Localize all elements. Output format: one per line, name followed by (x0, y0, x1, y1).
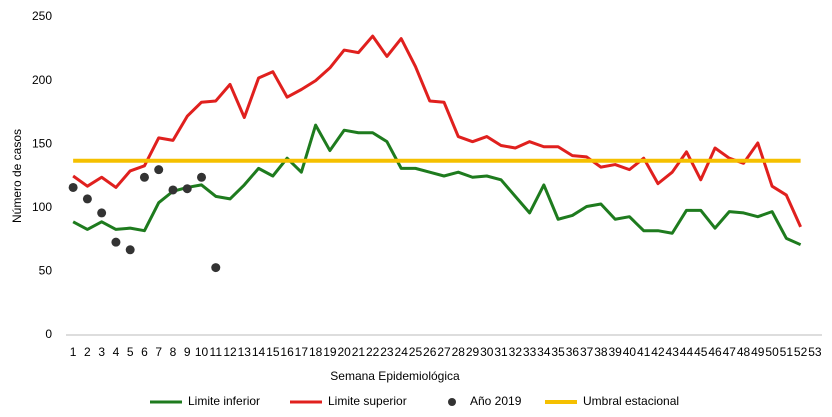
x-tick-label: 20 (337, 345, 351, 359)
x-tick-label: 23 (380, 345, 394, 359)
legend-label: Año 2019 (470, 394, 522, 408)
x-tick-label: 29 (466, 345, 480, 359)
x-tick-label: 6 (141, 345, 148, 359)
x-tick-label: 32 (509, 345, 523, 359)
x-tick-label: 48 (737, 345, 751, 359)
x-tick-label: 34 (537, 345, 551, 359)
x-tick-label: 19 (323, 345, 337, 359)
x-tick-label: 28 (452, 345, 466, 359)
x-tick-label: 1 (70, 345, 77, 359)
x-tick-label: 30 (480, 345, 494, 359)
x-tick-label: 38 (594, 345, 608, 359)
data-point (211, 263, 221, 273)
x-tick-label: 31 (494, 345, 508, 359)
data-point (168, 185, 178, 195)
x-tick-label: 3 (98, 345, 105, 359)
x-tick-label: 26 (423, 345, 437, 359)
data-point (68, 182, 78, 192)
legend-label: Umbral estacional (583, 394, 679, 408)
x-tick-label: 4 (113, 345, 120, 359)
y-tick-label: 50 (39, 264, 53, 278)
x-axis-label: Semana Epidemiológica (330, 369, 460, 383)
x-tick-label: 9 (184, 345, 191, 359)
x-tick-label: 40 (623, 345, 637, 359)
x-tick-label: 51 (780, 345, 794, 359)
x-tick-label: 16 (280, 345, 294, 359)
y-tick-label: 100 (32, 200, 52, 214)
x-tick-label: 46 (708, 345, 722, 359)
data-point (82, 194, 92, 204)
legend-label: Limite superior (328, 394, 407, 408)
x-tick-label: 52 (794, 345, 808, 359)
x-tick-label: 15 (266, 345, 280, 359)
y-tick-label: 250 (32, 9, 52, 23)
legend-label: Limite inferior (188, 394, 260, 408)
x-tick-label: 21 (352, 345, 366, 359)
x-tick-label: 35 (551, 345, 565, 359)
x-tick-label: 7 (155, 345, 162, 359)
legend-marker (448, 398, 456, 406)
x-tick-label: 41 (637, 345, 651, 359)
x-tick-label: 18 (309, 345, 323, 359)
x-tick-label: 17 (295, 345, 309, 359)
x-tick-label: 12 (223, 345, 237, 359)
x-tick-label: 25 (409, 345, 423, 359)
x-tick-label: 36 (566, 345, 580, 359)
data-point (139, 172, 149, 182)
x-tick-label: 11 (210, 345, 223, 359)
x-tick-label: 8 (170, 345, 177, 359)
data-point (125, 245, 135, 255)
x-tick-label: 43 (666, 345, 680, 359)
data-point (97, 208, 107, 218)
y-tick-label: 0 (45, 327, 52, 341)
x-tick-label: 22 (366, 345, 380, 359)
series-line (72, 123, 802, 247)
x-tick-label: 33 (523, 345, 537, 359)
series-line (72, 34, 802, 228)
x-tick-label: 5 (127, 345, 134, 359)
x-tick-label: 14 (252, 345, 266, 359)
x-tick-label: 50 (765, 345, 779, 359)
x-tick-label: 42 (651, 345, 665, 359)
data-point (154, 165, 164, 175)
data-point (197, 172, 207, 182)
x-tick-label: 45 (694, 345, 708, 359)
y-tick-label: 150 (32, 136, 52, 150)
x-tick-label: 44 (680, 345, 694, 359)
x-tick-label: 47 (723, 345, 737, 359)
y-axis-label: Número de casos (10, 129, 24, 223)
x-tick-label: 49 (751, 345, 765, 359)
x-tick-label: 27 (437, 345, 451, 359)
x-tick-label: 2 (84, 345, 91, 359)
x-tick-label: 39 (608, 345, 622, 359)
data-point (111, 237, 121, 247)
x-tick-label: 13 (238, 345, 252, 359)
x-tick-label: 10 (195, 345, 209, 359)
x-tick-label: 37 (580, 345, 594, 359)
x-tick-label: 24 (395, 345, 409, 359)
data-point (182, 184, 192, 194)
x-tick-label: 53 (808, 345, 822, 359)
y-tick-label: 200 (32, 73, 52, 87)
